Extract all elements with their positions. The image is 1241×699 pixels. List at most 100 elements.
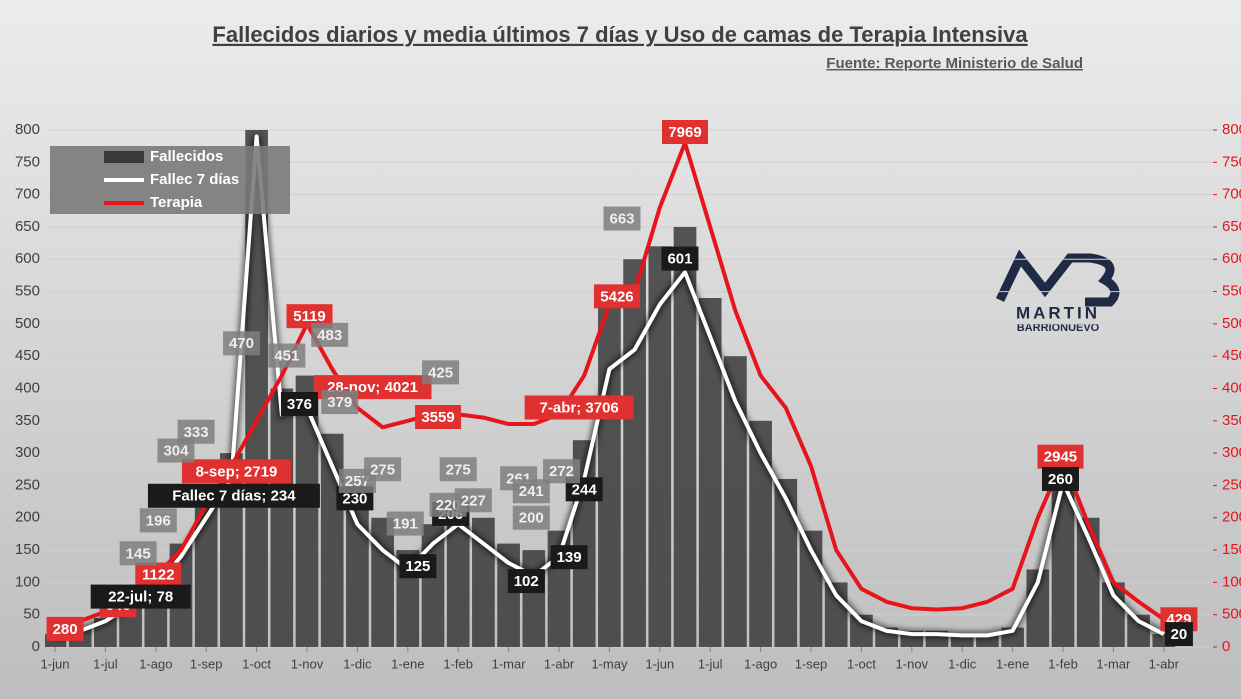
x-tick-label: 1-sep bbox=[190, 656, 223, 671]
annotation-box bbox=[524, 395, 634, 420]
y2-tick-label: 2000 bbox=[1222, 509, 1241, 526]
legend-box bbox=[50, 146, 290, 214]
x-tick-label: 1-may bbox=[591, 656, 628, 671]
legend-swatch bbox=[104, 151, 144, 163]
annotation-box bbox=[321, 390, 359, 415]
chart-title: Fallecidos diarios y media últimos 7 día… bbox=[212, 22, 1028, 47]
annotation-box bbox=[147, 483, 320, 508]
annotation-label: 663 bbox=[609, 211, 634, 228]
annotation-label: 102 bbox=[514, 573, 539, 590]
annotation-box bbox=[399, 554, 437, 579]
x-tick-label: 1-oct bbox=[242, 656, 271, 671]
x-tick-label: 1-dic bbox=[948, 656, 977, 671]
x-tick-label: 1-nov bbox=[291, 656, 324, 671]
annotation-box bbox=[439, 457, 477, 482]
legend-label: Fallec 7 días bbox=[150, 171, 239, 188]
logo-surname: BARRIONUEVO bbox=[1017, 322, 1100, 334]
annotation-label: Fallec 7 días; 234 bbox=[172, 488, 296, 505]
annotation-label: 376 bbox=[287, 396, 312, 413]
annotation-label: 227 bbox=[461, 492, 486, 509]
y-tick-label: 750 bbox=[15, 153, 40, 170]
legend-label: Fallecidos bbox=[150, 148, 223, 165]
y-tick-label: 600 bbox=[15, 250, 40, 267]
x-tick-label: 1-abr bbox=[544, 656, 575, 671]
annotation-box bbox=[512, 505, 550, 530]
bar bbox=[724, 356, 747, 647]
annotation-box bbox=[603, 206, 641, 231]
bar bbox=[623, 259, 646, 647]
y2-tick-label: 5500 bbox=[1222, 283, 1241, 300]
annotation-label: 272 bbox=[549, 463, 574, 480]
y2-tick-label: 500 bbox=[1222, 606, 1241, 623]
annotation-box bbox=[280, 392, 318, 417]
y2-tick-label: 1000 bbox=[1222, 573, 1241, 590]
y-tick-label: 250 bbox=[15, 476, 40, 493]
bar bbox=[522, 550, 546, 647]
y-tick-label: 0 bbox=[32, 638, 40, 655]
bar bbox=[774, 478, 798, 647]
annotation-box bbox=[507, 569, 545, 594]
annotation-box bbox=[662, 120, 708, 145]
legend-label: Terapia bbox=[150, 194, 203, 211]
logo-name: MARTIN bbox=[1016, 303, 1100, 322]
y2-tick-label: 3500 bbox=[1222, 412, 1241, 429]
annotation-box bbox=[454, 488, 492, 513]
y-tick-label: 700 bbox=[15, 186, 40, 203]
x-tick-label: 1-ene bbox=[391, 656, 424, 671]
annotation-box bbox=[1037, 444, 1084, 469]
annotation-label: 2945 bbox=[1044, 449, 1077, 466]
annotation-label: 230 bbox=[342, 490, 367, 507]
annotation-box bbox=[119, 541, 157, 566]
annotation-box bbox=[593, 284, 640, 309]
annotation-label: 1122 bbox=[142, 566, 175, 583]
y2-tick-label: 7500 bbox=[1222, 153, 1241, 170]
annotation-label: 20 bbox=[1171, 626, 1188, 643]
y-tick-label: 100 bbox=[15, 573, 40, 590]
annotation-label: 275 bbox=[370, 461, 395, 478]
annotation-box bbox=[1164, 622, 1193, 647]
y2-tick-label: 7000 bbox=[1222, 186, 1241, 203]
x-tick-label: 1-jul bbox=[93, 656, 118, 671]
annotation-label: 139 bbox=[557, 549, 582, 566]
x-tick-label: 1-feb bbox=[443, 656, 473, 671]
annotation-box bbox=[177, 419, 215, 444]
x-tick-label: 1-ago bbox=[744, 656, 777, 671]
annotation-box bbox=[661, 246, 699, 271]
bar bbox=[749, 420, 772, 647]
y2-tick-label: 4500 bbox=[1222, 347, 1241, 364]
annotation-box bbox=[364, 457, 402, 482]
bar bbox=[648, 246, 672, 647]
logo-mark bbox=[995, 249, 1120, 307]
y-tick-label: 800 bbox=[15, 121, 40, 138]
annotation-label: 7969 bbox=[668, 124, 701, 141]
annotation-label: 241 bbox=[519, 483, 544, 500]
y-tick-label: 150 bbox=[15, 541, 40, 558]
bar bbox=[295, 375, 319, 647]
annotation-box bbox=[135, 562, 182, 587]
y2-tick-label: 0 bbox=[1222, 638, 1230, 655]
x-tick-label: 1-sep bbox=[795, 656, 828, 671]
annotation-box bbox=[512, 479, 550, 504]
x-tick-label: 1-ene bbox=[996, 656, 1029, 671]
x-tick-label: 1-abr bbox=[1149, 656, 1180, 671]
y2-tick-label: 5000 bbox=[1222, 315, 1241, 332]
y-tick-label: 650 bbox=[15, 218, 40, 235]
x-tick-label: 1-mar bbox=[492, 656, 527, 671]
annotation-box bbox=[1041, 466, 1079, 491]
x-tick-label: 1-feb bbox=[1048, 656, 1078, 671]
x-tick-label: 1-jul bbox=[698, 656, 723, 671]
x-tick-label: 1-oct bbox=[847, 656, 876, 671]
annotation-label: 333 bbox=[184, 424, 209, 441]
bar bbox=[598, 291, 621, 647]
annotation-box bbox=[46, 616, 84, 641]
annotation-box bbox=[386, 511, 424, 536]
y-tick-label: 300 bbox=[15, 444, 40, 461]
annotation-label: 275 bbox=[446, 461, 471, 478]
subtitle: Fuente: Reporte Ministerio de Salud bbox=[826, 55, 1083, 72]
x-tick-label: 1-nov bbox=[896, 656, 929, 671]
annotation-label: 8-sep; 2719 bbox=[196, 463, 278, 480]
annotation-box bbox=[181, 459, 291, 484]
annotation-label: 425 bbox=[428, 364, 453, 381]
